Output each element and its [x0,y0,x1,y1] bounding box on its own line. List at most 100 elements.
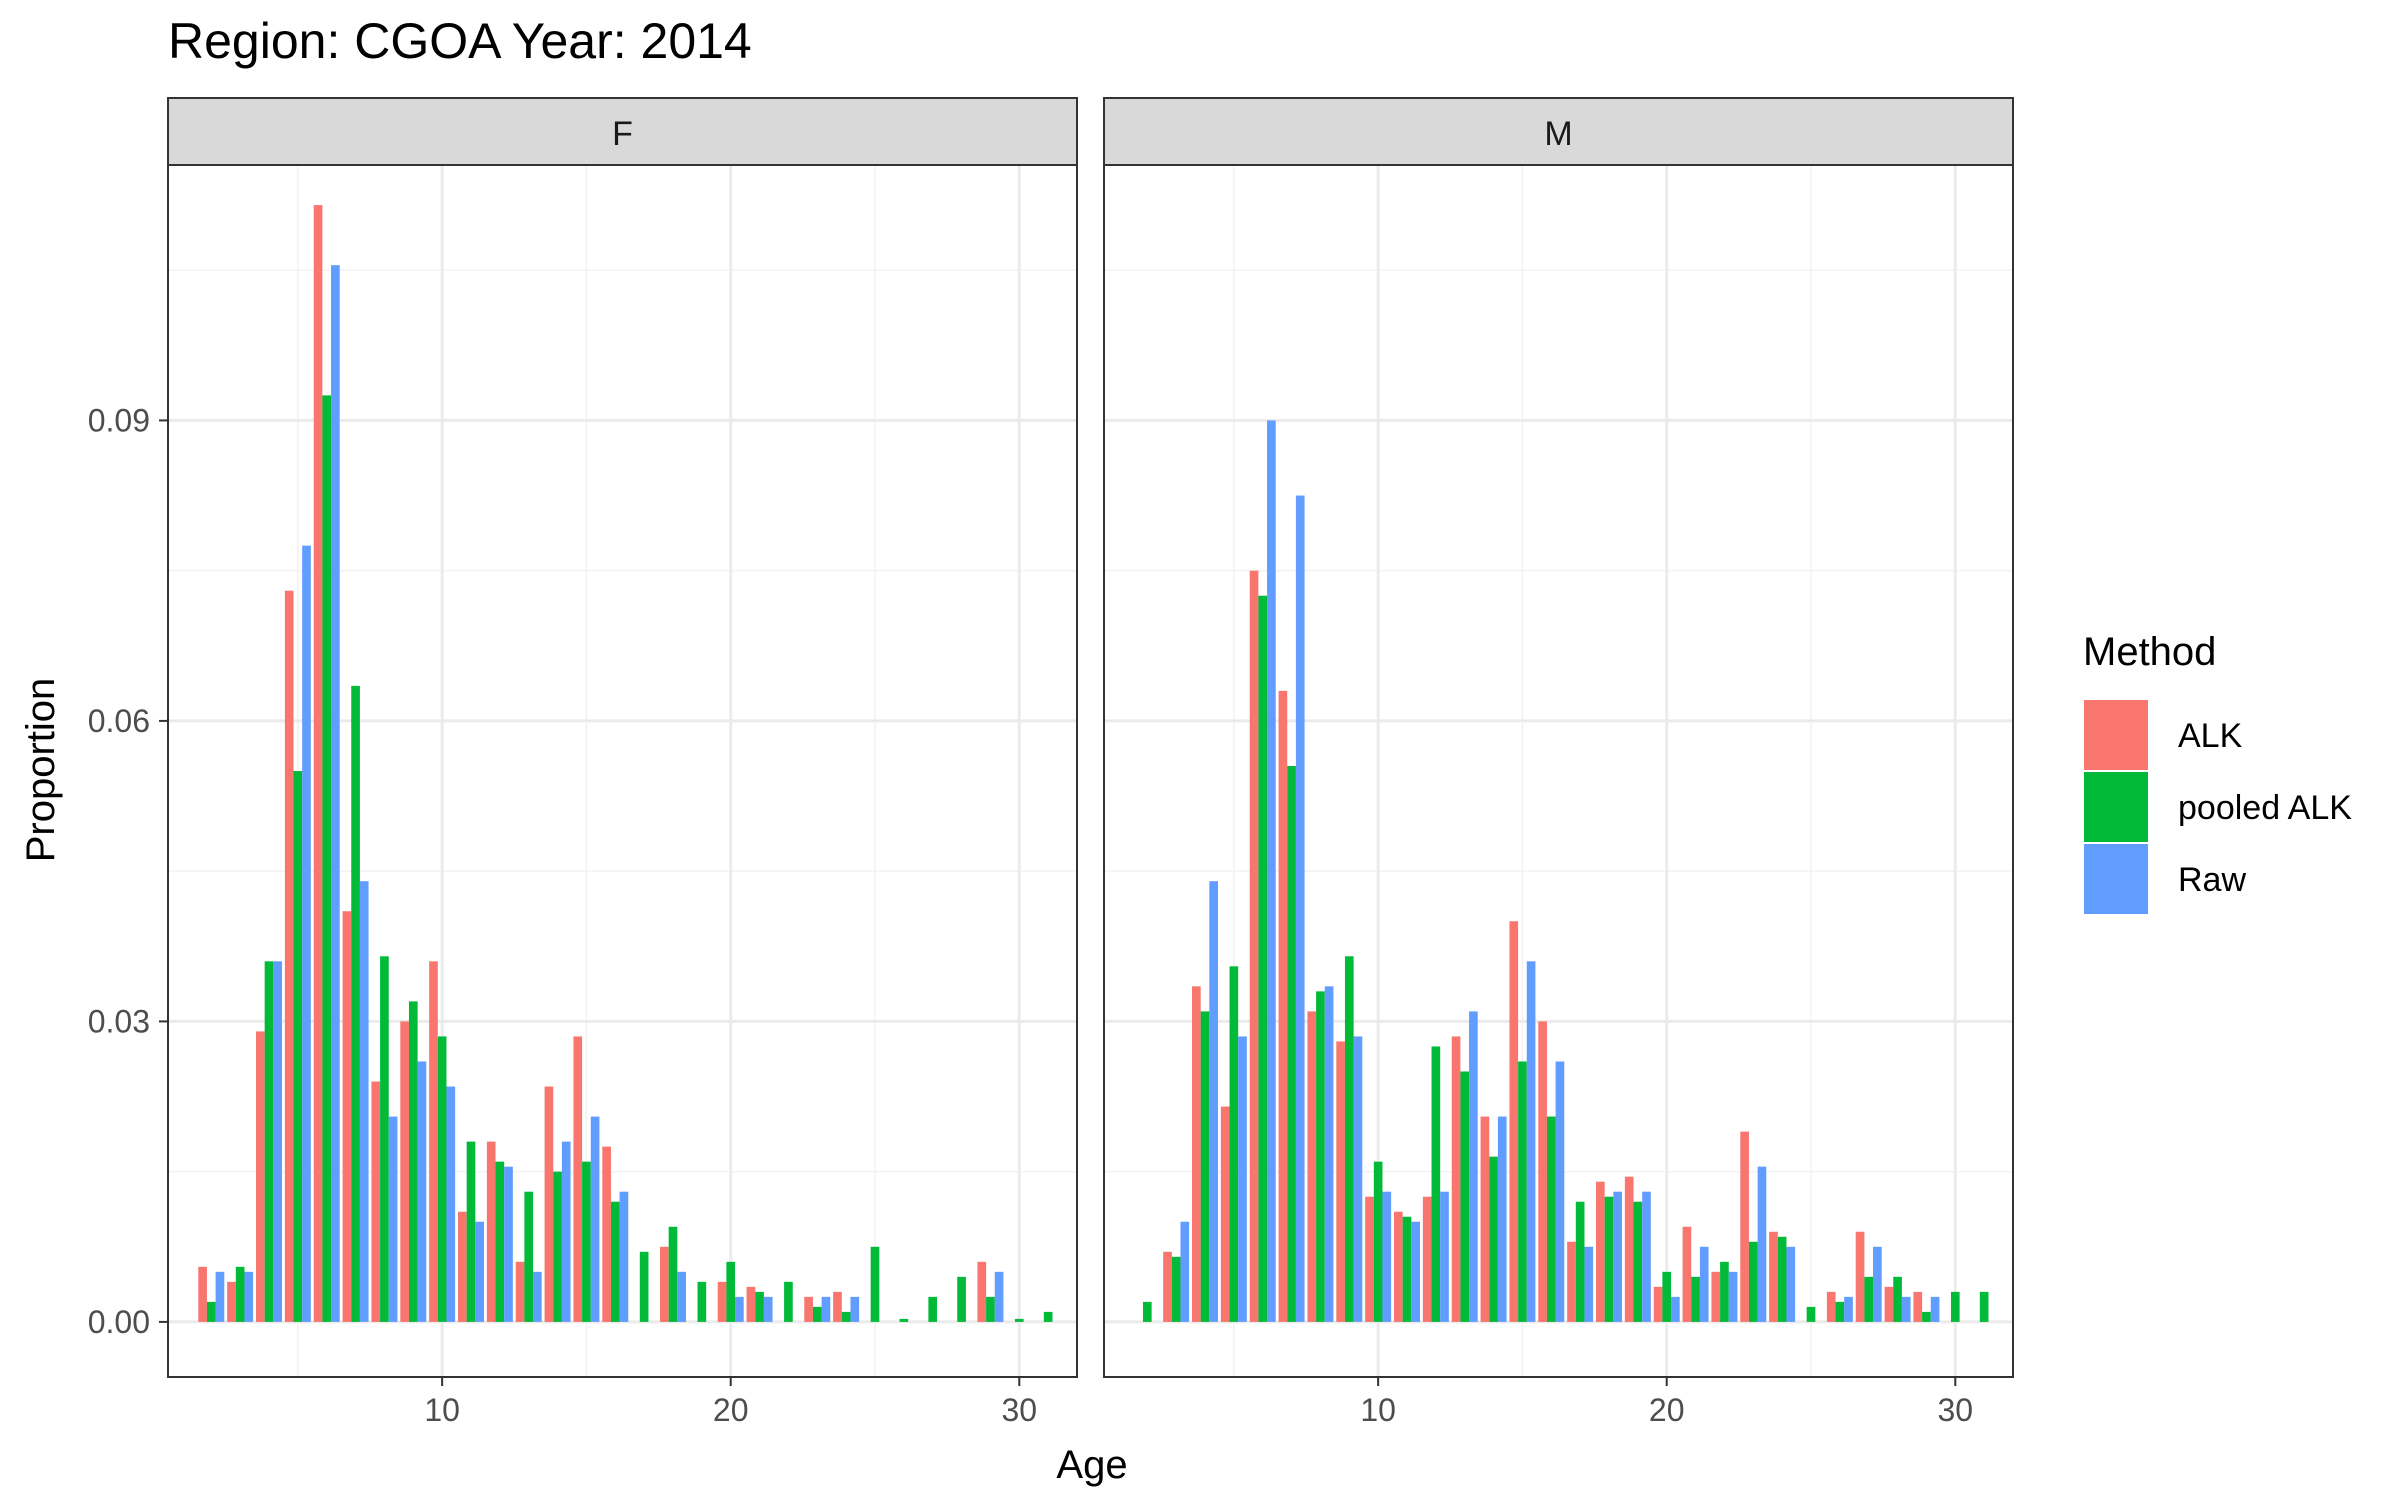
bar-F-raw-age-5 [302,545,311,1322]
bar-F-alk-age-15 [573,1036,583,1322]
bar-M-alk-age-6 [1249,570,1259,1322]
bar-M-alk-age-3 [1163,1251,1172,1322]
facet-strip [1103,97,2014,166]
bar-F-alk-age-24 [833,1291,842,1322]
bar-M-alk-age-23 [1740,1131,1749,1322]
bar-F-alk-age-5 [284,590,294,1322]
bar-F-pooled-alk-age-26 [899,1318,909,1322]
bar-M-pooled-alk-age-24 [1777,1236,1787,1322]
bar-F-pooled-alk-age-18 [668,1226,678,1322]
bar-M-pooled-alk-age-8 [1316,991,1325,1322]
bar-F-raw-age-6 [331,265,340,1322]
bar-M-raw-age-15 [1526,961,1536,1322]
bar-M-raw-age-14 [1497,1116,1507,1322]
y-tick-label: 0.06 [88,703,150,739]
bar-M-pooled-alk-age-31 [1979,1291,1989,1322]
bar-M-pooled-alk-age-12 [1431,1046,1441,1322]
bar-F-raw-age-10 [446,1086,456,1322]
x-tick-label: 30 [1001,1392,1037,1428]
bar-M-raw-age-3 [1180,1221,1190,1322]
bar-M-raw-age-21 [1699,1246,1709,1322]
bar-M-pooled-alk-age-9 [1344,956,1354,1322]
bar-M-pooled-alk-age-15 [1518,1061,1527,1322]
bar-M-raw-age-20 [1671,1296,1680,1322]
x-tick-label: 20 [1649,1392,1685,1428]
bar-F-pooled-alk-age-24 [841,1311,851,1322]
bar-M-raw-age-23 [1757,1166,1767,1322]
bar-M-raw-age-29 [1930,1296,1940,1322]
bar-M-raw-age-12 [1440,1191,1449,1322]
bar-F-pooled-alk-age-5 [293,771,303,1322]
bar-M-pooled-alk-age-17 [1575,1201,1585,1322]
bar-F-alk-age-16 [602,1146,611,1322]
bar-M-pooled-alk-age-14 [1489,1156,1498,1322]
bar-M-alk-age-27 [1855,1231,1865,1322]
bar-M-alk-age-18 [1596,1181,1605,1322]
bar-F-alk-age-12 [486,1141,496,1322]
bar-M-alk-age-5 [1220,1106,1230,1322]
bar-F-pooled-alk-age-16 [610,1201,620,1322]
bar-M-raw-age-17 [1584,1246,1594,1322]
bar-M-pooled-alk-age-23 [1748,1241,1758,1322]
bar-M-pooled-alk-age-16 [1546,1116,1556,1322]
bar-F-raw-age-4 [273,961,282,1322]
bar-M-alk-age-17 [1567,1241,1576,1322]
bar-F-pooled-alk-age-28 [957,1276,966,1322]
bar-F-raw-age-12 [504,1166,513,1322]
bar-F-pooled-alk-age-29 [986,1296,995,1322]
bar-F-alk-age-11 [458,1211,467,1322]
bar-F-alk-age-7 [342,911,352,1322]
legend-label: ALK [2178,717,2243,755]
bar-M-raw-age-13 [1469,1011,1478,1322]
bar-F-pooled-alk-age-15 [582,1161,591,1322]
bar-M-alk-age-20 [1653,1286,1663,1322]
bar-F-raw-age-21 [763,1296,773,1322]
bar-F-pooled-alk-age-31 [1043,1311,1053,1322]
bar-M-alk-age-4 [1192,986,1201,1322]
bar-F-alk-age-18 [660,1246,669,1322]
x-tick-label: 10 [424,1392,460,1428]
bar-F-alk-age-4 [256,1031,265,1322]
legend-label: Raw [2178,861,2246,899]
bar-M-raw-age-7 [1295,495,1305,1322]
bar-M-raw-age-5 [1238,1036,1247,1322]
bar-M-alk-age-12 [1422,1196,1432,1322]
facet-strip [167,97,1078,166]
bar-F-raw-age-15 [590,1116,600,1322]
bar-F-alk-age-29 [977,1261,987,1322]
bar-M-raw-age-27 [1873,1246,1882,1322]
bar-F-alk-age-20 [717,1281,727,1322]
bar-F-raw-age-9 [417,1061,427,1322]
bar-M-pooled-alk-age-6 [1258,595,1268,1322]
bar-M-pooled-alk-age-5 [1229,966,1239,1322]
bar-F-alk-age-8 [371,1081,381,1322]
bar-M-raw-age-22 [1728,1271,1738,1322]
bar-F-pooled-alk-age-21 [755,1291,764,1322]
bar-F-pooled-alk-age-7 [351,685,360,1322]
bar-M-pooled-alk-age-28 [1893,1276,1902,1322]
bar-M-pooled-alk-age-18 [1604,1196,1614,1322]
bar-M-alk-age-22 [1711,1271,1721,1322]
facet-strip-label: F [612,115,633,153]
bar-M-pooled-alk-age-26 [1835,1301,1845,1322]
bar-M-raw-age-6 [1267,420,1276,1322]
bar-F-alk-age-10 [429,961,438,1322]
bar-F-raw-age-14 [561,1141,571,1322]
y-tick-label: 0.00 [88,1304,150,1340]
bar-F-raw-age-16 [619,1191,629,1322]
bar-M-alk-age-28 [1884,1286,1894,1322]
y-tick-label: 0.09 [88,402,150,438]
bar-M-alk-age-10 [1365,1196,1374,1322]
bar-M-raw-age-9 [1353,1036,1363,1322]
bar-F-raw-age-3 [244,1271,254,1322]
bar-M-pooled-alk-age-20 [1662,1271,1672,1322]
bar-F-alk-age-2 [198,1266,207,1322]
bar-F-raw-age-2 [215,1271,225,1322]
bar-M-pooled-alk-age-27 [1864,1276,1874,1322]
bar-M-pooled-alk-age-4 [1200,1011,1210,1322]
bar-F-pooled-alk-age-2 [206,1301,216,1322]
bar-M-raw-age-11 [1411,1221,1420,1322]
bar-F-pooled-alk-age-25 [870,1246,880,1322]
bar-M-pooled-alk-age-3 [1171,1256,1181,1322]
